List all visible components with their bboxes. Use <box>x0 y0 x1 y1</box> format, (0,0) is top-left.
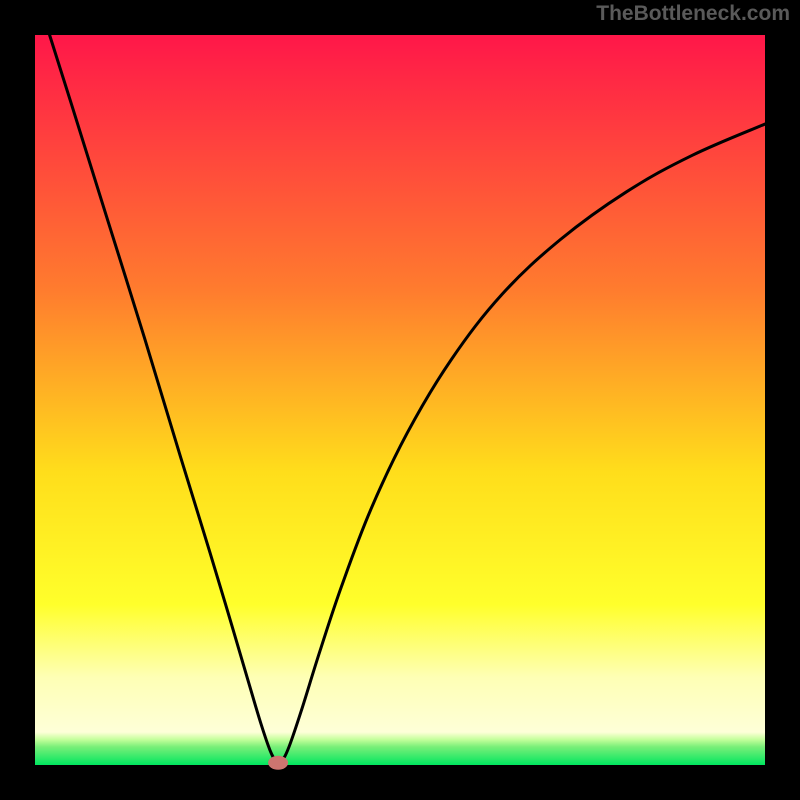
optimal-point-marker <box>268 756 288 770</box>
chart-container: TheBottleneck.com <box>0 0 800 800</box>
watermark-text: TheBottleneck.com <box>596 2 790 26</box>
bottleneck-chart <box>0 0 800 800</box>
